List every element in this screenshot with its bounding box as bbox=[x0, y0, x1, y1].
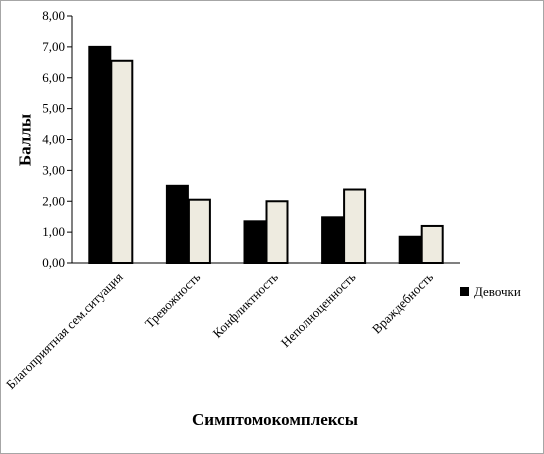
legend-swatch-devochki bbox=[460, 287, 469, 296]
bar-devochki-1 bbox=[187, 198, 211, 265]
y-tick-label: 4,00 bbox=[42, 132, 65, 147]
y-tick-label: 8,00 bbox=[42, 8, 65, 23]
bar-devochki-0 bbox=[110, 59, 134, 264]
x-axis-title: Симптомокомплексы bbox=[192, 410, 358, 429]
y-tick-label: 0,00 bbox=[42, 255, 65, 270]
y-tick-label: 5,00 bbox=[42, 101, 65, 116]
bar-series1-1 bbox=[165, 184, 189, 264]
y-tick-label: 3,00 bbox=[42, 162, 65, 177]
bar-series1-3 bbox=[321, 216, 345, 264]
y-tick-label: 1,00 bbox=[42, 224, 65, 239]
x-category-label: Враждебность bbox=[369, 269, 436, 336]
y-tick-label: 2,00 bbox=[42, 193, 65, 208]
x-category-label: Конфликтность bbox=[209, 269, 280, 340]
legend: Девочки bbox=[460, 284, 521, 299]
bar-devochki-4 bbox=[420, 224, 444, 264]
legend-label-devochki: Девочки bbox=[474, 284, 521, 299]
x-category-label: Благоприятная сем.ситуация bbox=[3, 269, 126, 392]
bar-series1-2 bbox=[243, 220, 267, 265]
bar-series1-0 bbox=[88, 45, 112, 264]
y-tick-label: 7,00 bbox=[42, 39, 65, 54]
bar-devochki-3 bbox=[343, 188, 367, 264]
bar-devochki-2 bbox=[265, 200, 289, 264]
x-category-label: Тревожность bbox=[142, 269, 204, 331]
bar-series1-4 bbox=[398, 235, 422, 265]
y-axis-title: Баллы bbox=[16, 114, 35, 166]
y-tick-label: 6,00 bbox=[42, 70, 65, 85]
x-category-label: Неполноценность bbox=[278, 269, 359, 350]
